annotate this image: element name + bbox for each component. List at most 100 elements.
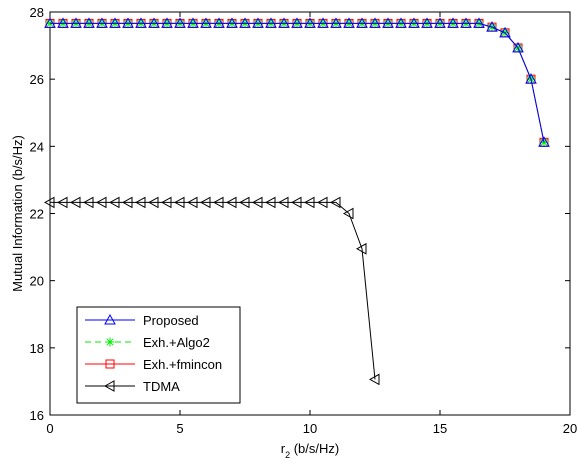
legend-item: Proposed	[85, 313, 199, 328]
data-point-triangle	[486, 21, 498, 32]
series-line	[50, 201, 376, 380]
axis-ticks: 0 5 10 15 20 16 18 20 22 24 26 28	[30, 5, 578, 436]
data-point-triangle	[512, 41, 524, 53]
y-tick-label: 18	[30, 341, 44, 356]
series-layer	[43, 17, 550, 386]
data-point-triangle	[104, 313, 116, 325]
data-point-triangle	[213, 17, 225, 28]
legend-label: TDMA	[143, 379, 180, 394]
data-point-triangle-left	[342, 207, 354, 220]
data-point-square	[105, 359, 115, 369]
legend: Proposed Exh.+Algo2 Exh.+fmincon TDMA	[76, 306, 241, 404]
data-point-triangle	[408, 17, 420, 28]
x-axis-label-rest: (b/s/Hz)	[290, 441, 339, 456]
legend-box	[76, 306, 241, 404]
data-point-triangle	[356, 17, 368, 28]
data-point-triangle-left	[225, 196, 237, 209]
data-point-triangle	[460, 17, 472, 28]
y-tick-label: 20	[30, 274, 44, 289]
data-point-triangle	[226, 17, 238, 28]
legend-item: Exh.+Algo2	[85, 335, 210, 350]
data-point-triangle-left	[316, 196, 328, 209]
data-point-triangle	[70, 17, 82, 28]
data-point-triangle-left	[199, 196, 211, 209]
series-proposed	[44, 17, 550, 147]
data-point-triangle	[148, 17, 160, 28]
data-point-triangle	[447, 17, 459, 28]
data-point-triangle	[421, 17, 433, 28]
x-tick-label: 10	[303, 421, 317, 436]
data-point-triangle	[239, 17, 251, 28]
data-point-triangle-left	[212, 196, 224, 209]
data-point-triangle-left	[329, 196, 341, 209]
data-point-triangle-left	[147, 196, 159, 209]
data-point-triangle-left	[56, 196, 68, 209]
data-point-triangle	[161, 17, 173, 28]
x-axis-label: r2 (b/s/Hz)	[281, 441, 339, 460]
x-tick-label: 15	[433, 421, 447, 436]
y-tick-label: 24	[30, 139, 44, 154]
data-point-triangle-left	[264, 196, 276, 209]
data-point-triangle-left	[290, 196, 302, 209]
y-tick-label: 26	[30, 72, 44, 87]
svg-text:r2 (b/s/Hz): r2 (b/s/Hz)	[281, 441, 339, 460]
data-point-triangle	[317, 17, 329, 28]
data-point-triangle	[187, 17, 199, 28]
data-point-triangle	[525, 73, 537, 84]
x-tick-label: 0	[46, 421, 53, 436]
data-point-triangle	[369, 17, 381, 28]
x-tick-label: 5	[176, 421, 183, 436]
data-point-triangle	[278, 17, 290, 28]
data-point-triangle-left	[160, 196, 172, 209]
data-point-triangle	[96, 17, 108, 28]
legend-label: Exh.+Algo2	[143, 335, 210, 350]
data-point-triangle	[304, 17, 316, 28]
data-point-triangle-left	[173, 196, 185, 209]
data-point-triangle	[174, 17, 186, 28]
series-line	[50, 22, 545, 143]
data-point-asterisk	[105, 337, 115, 347]
data-point-triangle	[109, 17, 121, 28]
data-point-triangle-left	[69, 196, 81, 209]
data-point-triangle	[57, 17, 69, 28]
data-point-triangle	[83, 17, 95, 28]
data-point-triangle-left	[303, 196, 315, 209]
y-tick-label: 16	[30, 408, 44, 423]
data-point-triangle	[330, 17, 342, 28]
data-point-triangle	[434, 17, 446, 28]
data-point-triangle	[499, 26, 511, 38]
y-tick-label: 28	[30, 5, 44, 20]
data-point-triangle	[291, 17, 303, 28]
legend-item: Exh.+fmincon	[85, 357, 222, 372]
data-point-triangle-left	[251, 196, 263, 209]
data-point-triangle-left	[121, 196, 133, 209]
data-point-triangle	[343, 17, 355, 28]
data-point-triangle-left	[368, 373, 380, 386]
data-point-triangle	[122, 17, 134, 28]
data-point-triangle-left	[355, 242, 367, 255]
legend-item: TDMA	[85, 379, 180, 394]
legend-label: Proposed	[143, 313, 199, 328]
series-tdma	[43, 196, 380, 386]
data-point-triangle	[44, 17, 56, 28]
data-point-triangle-left	[103, 380, 115, 392]
data-point-triangle	[252, 17, 264, 28]
data-point-triangle-left	[108, 196, 120, 209]
data-point-triangle-left	[134, 196, 146, 209]
data-point-triangle	[200, 17, 212, 28]
data-point-triangle-left	[43, 196, 55, 209]
x-axis-label-subscript: 2	[285, 450, 290, 460]
x-axis-label-main: r	[281, 441, 286, 456]
y-axis-label: Mutual Information (b/s/Hz)	[10, 135, 25, 292]
data-point-triangle	[382, 17, 394, 28]
y-tick-label: 22	[30, 207, 44, 222]
data-point-triangle	[265, 17, 277, 28]
data-point-triangle	[473, 17, 485, 28]
data-point-triangle-left	[95, 196, 107, 209]
data-point-triangle-left	[186, 196, 198, 209]
data-point-triangle	[395, 17, 407, 28]
data-point-triangle	[135, 17, 147, 28]
data-point-triangle-left	[238, 196, 250, 209]
legend-label: Exh.+fmincon	[143, 357, 222, 372]
